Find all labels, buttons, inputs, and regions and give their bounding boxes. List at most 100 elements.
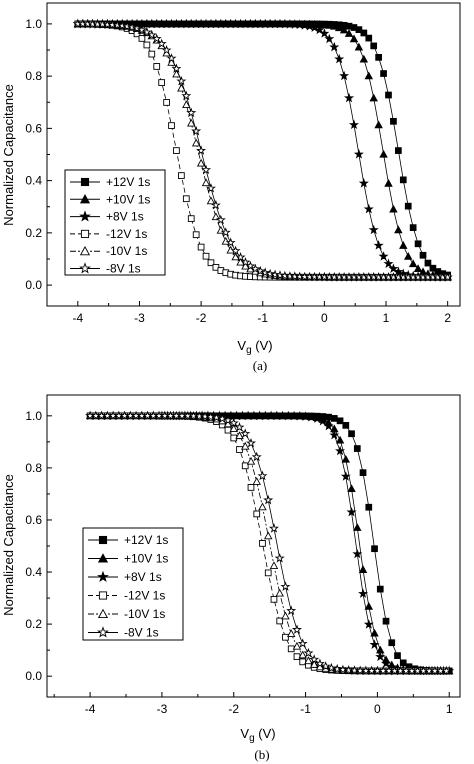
data-point xyxy=(314,658,325,669)
data-point xyxy=(414,240,422,248)
data-point xyxy=(381,658,391,668)
data-point xyxy=(358,178,369,188)
legend-box-a xyxy=(64,169,166,276)
y-tick-label: 0.0 xyxy=(25,669,42,683)
data-point xyxy=(297,638,308,648)
legend-marker xyxy=(80,177,90,187)
data-point xyxy=(158,79,166,86)
data-point xyxy=(329,429,340,440)
legend-marker xyxy=(97,553,109,563)
data-point xyxy=(260,267,271,278)
legend-marker xyxy=(80,229,90,238)
data-point xyxy=(353,445,361,452)
data-point xyxy=(335,435,345,444)
y-tick-label: 0.8 xyxy=(25,461,42,475)
data-point xyxy=(286,629,296,638)
x-tick-label: -4 xyxy=(85,702,96,716)
data-point xyxy=(343,92,355,103)
data-point xyxy=(346,506,357,517)
data-point xyxy=(143,41,151,49)
data-point xyxy=(163,99,170,106)
data-point xyxy=(365,503,373,511)
y-tick-label: 0.2 xyxy=(25,226,42,240)
x-tick-label: 0 xyxy=(321,311,328,325)
data-point xyxy=(326,662,337,673)
data-point xyxy=(293,653,301,661)
data-point xyxy=(375,651,386,662)
data-point xyxy=(235,431,244,440)
legend-label: -12V 1s xyxy=(124,589,165,603)
y-tick-label: 0.6 xyxy=(25,513,42,527)
data-point xyxy=(211,212,221,221)
data-point xyxy=(247,484,255,491)
data-point xyxy=(373,240,384,250)
data-point xyxy=(380,70,387,77)
data-point xyxy=(127,21,138,32)
legend-marker xyxy=(79,262,91,274)
data-point xyxy=(245,260,256,271)
data-point xyxy=(374,120,383,129)
legend-marker xyxy=(98,591,108,600)
legend-label: -10V 1s xyxy=(106,244,147,258)
data-point xyxy=(375,54,382,61)
legend-marker xyxy=(98,535,108,545)
panel-caption-b: (b) xyxy=(254,747,269,762)
data-point xyxy=(383,258,394,269)
data-point xyxy=(269,561,279,570)
data-point xyxy=(330,21,339,30)
data-point xyxy=(385,91,392,99)
data-point xyxy=(211,412,222,422)
y-axis-label-a: Normalized Capacitance xyxy=(1,84,16,226)
data-point xyxy=(294,19,305,30)
data-point xyxy=(258,502,267,511)
data-point xyxy=(368,224,379,235)
data-point xyxy=(376,585,384,593)
legend-box-b xyxy=(82,527,184,641)
data-point xyxy=(191,138,201,147)
series-line xyxy=(161,415,450,672)
data-point xyxy=(259,540,266,547)
y-tick-label: 0.4 xyxy=(25,174,42,188)
legend-label: +8V 1s xyxy=(106,210,144,224)
y-tick-label: 0.8 xyxy=(25,69,42,83)
data-point xyxy=(200,411,210,421)
data-point xyxy=(384,178,393,187)
data-point xyxy=(201,178,211,187)
data-point xyxy=(225,237,236,248)
chart-panel-a: Normalized Capacitance Vg (V) (a) 0.0 0.2… xyxy=(1,2,461,373)
y-tick-label: 0.2 xyxy=(25,617,42,631)
data-point xyxy=(330,415,338,422)
y-tick-label: 1.0 xyxy=(25,409,42,423)
x-ticks-b: -4 -3 -2 -1 0 1 xyxy=(53,692,453,716)
y-tick-label: 0.0 xyxy=(25,278,42,292)
data-point xyxy=(424,259,432,267)
data-point xyxy=(246,456,256,465)
data-point xyxy=(339,25,349,34)
data-point xyxy=(166,53,177,63)
data-point xyxy=(153,63,161,70)
data-point xyxy=(141,26,152,37)
data-point xyxy=(332,663,343,674)
data-point xyxy=(187,118,196,127)
data-point xyxy=(281,611,290,620)
data-point xyxy=(122,21,133,31)
data-point xyxy=(264,569,272,577)
data-point xyxy=(282,633,289,641)
data-point xyxy=(378,251,389,261)
data-point xyxy=(292,641,302,650)
data-point xyxy=(320,661,331,671)
x-tick-label: -2 xyxy=(196,311,207,325)
data-point xyxy=(388,639,396,647)
data-point xyxy=(192,231,200,239)
data-point xyxy=(161,44,172,55)
data-point xyxy=(276,617,284,625)
data-point xyxy=(348,430,355,438)
data-point xyxy=(408,259,418,268)
data-point xyxy=(148,50,156,58)
data-point xyxy=(270,269,281,280)
data-point xyxy=(317,415,328,426)
data-point xyxy=(251,451,262,462)
legend-marker xyxy=(79,210,91,222)
data-point xyxy=(312,413,323,423)
